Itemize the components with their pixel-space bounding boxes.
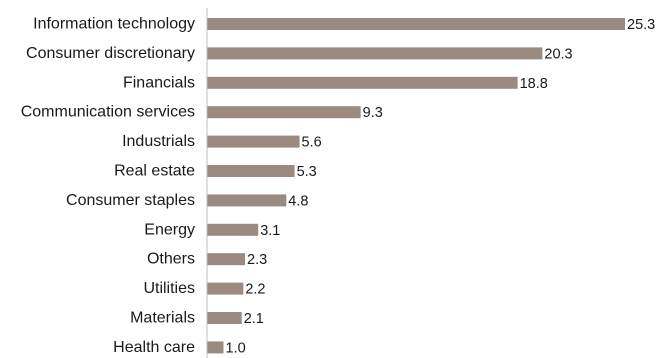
bar-4 [207,135,300,148]
value-label-3: 9.3 [363,105,383,121]
category-label-0: Information technology [33,16,195,33]
value-label-10: 2.1 [244,311,264,327]
bar-10 [207,312,242,324]
value-label-9: 2.2 [245,282,265,298]
value-label-7: 3.1 [260,223,280,239]
value-label-5: 5.3 [297,164,317,180]
value-label-0: 25.3 [627,17,655,33]
category-label-4: Industrials [122,133,195,150]
bar-11 [207,341,224,354]
category-label-3: Communication services [21,104,195,121]
value-label-6: 4.8 [288,193,308,209]
category-label-6: Consumer staples [66,192,195,209]
bar-1 [207,47,543,60]
bar-3 [207,106,361,119]
bar-0 [207,18,625,30]
value-label-11: 1.0 [226,340,246,356]
bar-9 [207,282,244,295]
bar-2 [207,76,518,89]
value-label-4: 5.6 [302,135,322,151]
value-label-8: 2.3 [247,252,267,268]
value-label-1: 20.3 [544,46,572,62]
bar-7 [207,223,259,236]
category-label-11: Health care [113,339,195,356]
bar-6 [207,194,287,207]
bar-5 [207,165,295,177]
category-label-2: Financials [123,74,195,91]
bars-group [207,18,625,354]
value-label-2: 18.8 [520,76,548,92]
category-label-8: Others [147,251,195,268]
category-label-5: Real estate [114,163,195,180]
category-label-7: Energy [144,221,195,238]
category-label-1: Consumer discretionary [26,45,195,62]
category-label-10: Materials [130,310,195,327]
value-labels: 25.3 20.3 18.8 9.3 5.6 5.3 4.8 3.1 2.3 2.2 2.1 1.0 [226,17,656,356]
bar-8 [207,253,245,266]
category-labels: Information technology Consumer discretio… [21,16,195,356]
category-label-9: Utilities [143,280,195,297]
